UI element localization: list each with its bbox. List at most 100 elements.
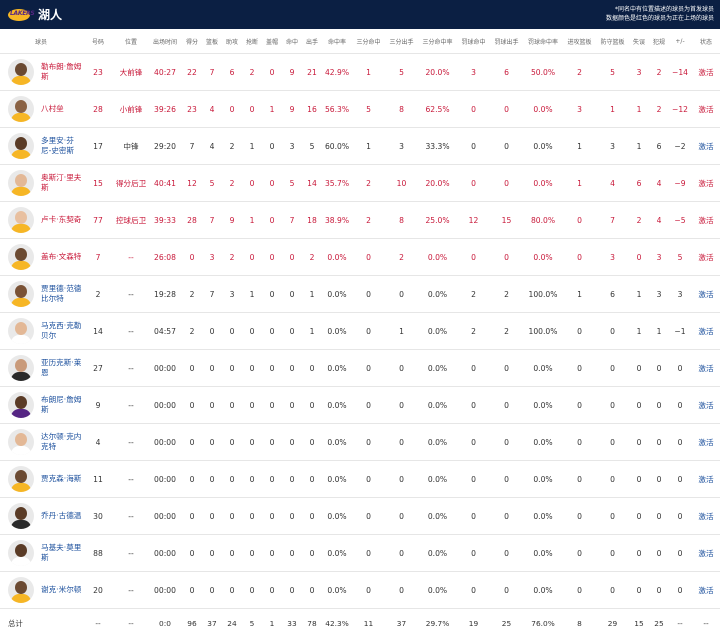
status-text: 激活 — [691, 54, 720, 91]
stat-pf: 4 — [649, 202, 669, 239]
player-name[interactable]: 贾克森·海斯 — [41, 474, 82, 484]
stat-ast: 6 — [222, 54, 242, 91]
player-avatar[interactable] — [8, 207, 34, 233]
stat-blk: 0 — [262, 54, 282, 91]
stat-ftp: 0.0% — [523, 387, 563, 424]
stat-ftm: 0 — [457, 91, 490, 128]
stat-pts: 23 — [182, 91, 202, 128]
stat-tpp: 0.0% — [418, 572, 457, 609]
player-avatar[interactable] — [8, 355, 34, 381]
player-avatar[interactable] — [8, 318, 34, 344]
stat-dreb: 0 — [596, 572, 629, 609]
stat-ftm: 3 — [457, 54, 490, 91]
player-avatar[interactable] — [8, 540, 34, 566]
stat-tpa: 8 — [385, 91, 418, 128]
stat-pos: -- — [114, 313, 148, 350]
stat-pm: 3 — [669, 276, 691, 313]
stat-tov: 0 — [629, 572, 649, 609]
stat-fga: 5 — [302, 128, 322, 165]
stat-ftp: 0.0% — [523, 91, 563, 128]
player-name[interactable]: 马克西·克勒贝尔 — [41, 321, 82, 341]
status-text: 激活 — [691, 461, 720, 498]
stat-fga: 14 — [302, 165, 322, 202]
player-name[interactable]: 盖布·文森特 — [41, 252, 82, 262]
stat-pts: 0 — [182, 387, 202, 424]
stat-pos: 得分后卫 — [114, 165, 148, 202]
player-name[interactable]: 马基夫·莫里斯 — [41, 543, 82, 563]
total-stl: 5 — [242, 609, 262, 638]
player-name[interactable]: 勒布朗·詹姆斯 — [41, 62, 82, 82]
stat-ast: 0 — [222, 461, 242, 498]
stat-min: 00:00 — [148, 572, 182, 609]
player-name[interactable]: 多里安·芬尼-史密斯 — [41, 136, 82, 156]
stat-fgp: 60.0% — [322, 128, 352, 165]
stat-pm: 5 — [669, 239, 691, 276]
player-name[interactable]: 达尔顿·克内克特 — [41, 432, 82, 452]
stat-tpm: 2 — [352, 202, 385, 239]
stat-fga: 0 — [302, 498, 322, 535]
stat-min: 04:57 — [148, 313, 182, 350]
legend-note-line-1: *同名中有位置描述的球员为首发球员 — [606, 5, 714, 14]
player-name[interactable]: 亚历克斯·莱恩 — [41, 358, 82, 378]
stat-ftp: 0.0% — [523, 424, 563, 461]
total-dreb: 29 — [596, 609, 629, 638]
player-cell: 乔丹·古德温 — [0, 498, 82, 535]
stat-tpp: 20.0% — [418, 54, 457, 91]
player-name[interactable]: 卢卡·东契奇 — [41, 215, 82, 225]
player-name[interactable]: 布朗尼·詹姆斯 — [41, 395, 82, 415]
stat-ftp: 100.0% — [523, 276, 563, 313]
stat-oreb: 0 — [563, 461, 596, 498]
stat-fta: 0 — [490, 424, 523, 461]
player-avatar[interactable] — [8, 170, 34, 196]
player-avatar[interactable] — [8, 244, 34, 270]
stat-ftm: 2 — [457, 276, 490, 313]
player-avatar[interactable] — [8, 133, 34, 159]
stat-fga: 16 — [302, 91, 322, 128]
column-header: 罚球命中 — [457, 29, 490, 54]
status-text: 激活 — [691, 387, 720, 424]
player-name[interactable]: 谢克·米尔顿 — [41, 585, 82, 595]
stat-tpp: 20.0% — [418, 165, 457, 202]
stat-blk: 0 — [262, 239, 282, 276]
stat-num: 9 — [82, 387, 114, 424]
stat-stl: 0 — [242, 424, 262, 461]
column-header: 得分 — [182, 29, 202, 54]
player-avatar[interactable] — [8, 466, 34, 492]
column-header: 出场时间 — [148, 29, 182, 54]
player-avatar[interactable] — [8, 577, 34, 603]
player-avatar[interactable] — [8, 59, 34, 85]
total-ftm: 19 — [457, 609, 490, 638]
stat-ftp: 0.0% — [523, 498, 563, 535]
stat-fgp: 0.0% — [322, 424, 352, 461]
player-name[interactable]: 奥斯汀·里夫斯 — [41, 173, 82, 193]
player-avatar[interactable] — [8, 392, 34, 418]
column-header: 号码 — [82, 29, 114, 54]
player-avatar[interactable] — [8, 96, 34, 122]
total-fgm: 33 — [282, 609, 302, 638]
stat-dreb: 3 — [596, 128, 629, 165]
stat-dreb: 1 — [596, 91, 629, 128]
player-name[interactable]: 乔丹·古德温 — [41, 511, 82, 521]
total-tpa: 37 — [385, 609, 418, 638]
stat-pts: 28 — [182, 202, 202, 239]
player-name[interactable]: 八村垒 — [41, 104, 82, 114]
stat-tpa: 0 — [385, 424, 418, 461]
column-header: 三分命中 — [352, 29, 385, 54]
stat-fta: 0 — [490, 350, 523, 387]
stat-pf: 0 — [649, 387, 669, 424]
stat-oreb: 0 — [563, 498, 596, 535]
stat-tpm: 0 — [352, 498, 385, 535]
player-avatar[interactable] — [8, 503, 34, 529]
player-avatar[interactable] — [8, 281, 34, 307]
stat-pf: 1 — [649, 313, 669, 350]
stat-ftp: 0.0% — [523, 461, 563, 498]
player-name[interactable]: 贾里德·范德比尔特 — [41, 284, 82, 304]
player-avatar[interactable] — [8, 429, 34, 455]
